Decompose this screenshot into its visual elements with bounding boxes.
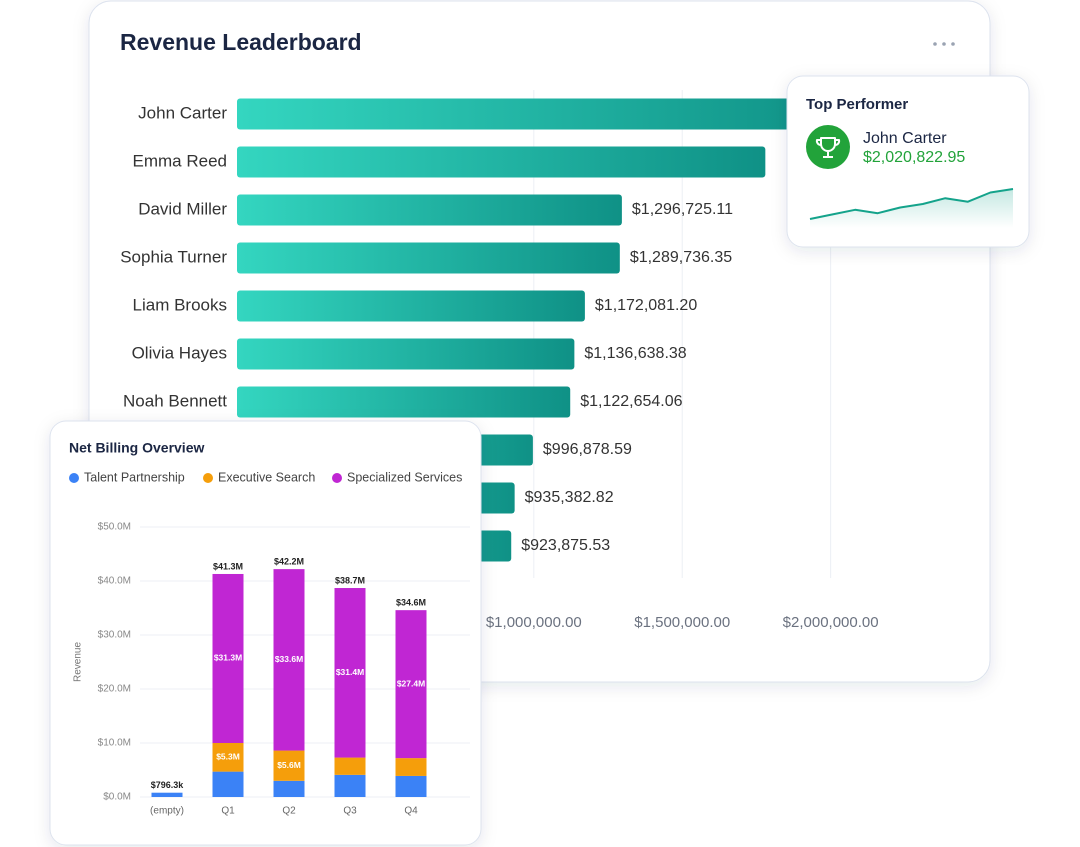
legend-label: Talent Partnership xyxy=(84,470,185,484)
total-label: $38.7M xyxy=(335,575,365,585)
legend-swatch xyxy=(69,473,79,483)
bar xyxy=(237,386,571,418)
bar-segment xyxy=(212,743,244,772)
y-axis-label: Revenue xyxy=(73,642,84,682)
trophy-badge xyxy=(806,125,850,169)
x-tick-label: Q2 xyxy=(282,806,296,817)
x-tick-label: Q1 xyxy=(221,806,235,817)
x-tick-label: $2,000,000.00 xyxy=(783,614,879,631)
bar-segment xyxy=(395,610,427,759)
bar xyxy=(237,242,620,274)
card-title: Revenue Leaderboard xyxy=(120,29,362,55)
bar xyxy=(237,290,585,322)
segment-label: $5.6M xyxy=(277,760,301,770)
legend-swatch xyxy=(203,473,213,483)
total-label: $34.6M xyxy=(396,598,426,608)
bar-segment xyxy=(151,792,183,797)
spark-area xyxy=(810,189,1013,228)
y-tick-label: $40.0M xyxy=(98,576,131,587)
billing-card: Net Billing Overview Revenue Talent Part… xyxy=(49,420,482,846)
segment-label: $33.6M xyxy=(275,654,303,664)
bar-segment xyxy=(334,588,366,758)
value-label: $1,172,081.20 xyxy=(595,297,697,314)
spark-line xyxy=(809,188,1014,220)
y-tick-label: $50.0M xyxy=(98,522,131,533)
value-label: $996,878.59 xyxy=(543,441,632,458)
bar-segment xyxy=(273,750,305,781)
y-tick-label: $30.0M xyxy=(98,630,131,641)
bar-segment xyxy=(395,775,427,797)
performer-name: John Carter xyxy=(863,130,947,147)
category-label: Olivia Hayes xyxy=(132,343,227,362)
category-label: Emma Reed xyxy=(133,151,227,170)
value-label: $1,289,736.35 xyxy=(630,249,732,266)
value-label: $1,296,725.11 xyxy=(632,201,733,218)
legend-label: Specialized Services xyxy=(347,470,462,484)
total-label: $796.3k xyxy=(151,780,185,790)
card-title: Net Billing Overview xyxy=(69,440,204,456)
x-tick-label: $1,000,000.00 xyxy=(486,614,582,631)
bar xyxy=(237,194,622,226)
segment-label: $31.3M xyxy=(214,653,242,663)
card-title: Top Performer xyxy=(806,96,908,113)
segment-label: $31.4M xyxy=(336,667,364,677)
y-tick-label: $10.0M xyxy=(98,738,131,749)
value-label: $1,136,638.38 xyxy=(584,345,686,362)
segment-label: $27.4M xyxy=(397,678,425,688)
value-label: $1,122,654.06 xyxy=(580,393,682,410)
category-label: David Miller xyxy=(138,199,227,218)
bar-segment xyxy=(395,758,427,776)
bar xyxy=(237,146,766,178)
bar-segment xyxy=(334,757,366,775)
bar xyxy=(237,338,575,370)
total-label: $42.2M xyxy=(274,556,304,566)
bar-segment xyxy=(334,774,366,797)
legend-label: Executive Search xyxy=(218,470,315,484)
bar-segment xyxy=(273,569,305,751)
trophy-icon xyxy=(815,137,841,158)
value-label: $935,382.82 xyxy=(525,489,614,506)
x-tick-label: $1,500,000.00 xyxy=(634,614,730,631)
total-label: $41.3M xyxy=(213,561,243,571)
bar xyxy=(237,98,837,130)
top-performer-card: Top Performer John Carter $2,020,822.95 xyxy=(786,75,1030,248)
x-tick-label: (empty) xyxy=(150,806,184,817)
category-label: Liam Brooks xyxy=(133,295,227,314)
value-label: $923,875.53 xyxy=(521,537,610,554)
more-menu[interactable] xyxy=(933,42,955,46)
y-tick-label: $20.0M xyxy=(98,684,131,695)
performer-value: $2,020,822.95 xyxy=(863,149,965,166)
bar-segment xyxy=(212,771,244,797)
x-tick-label: Q4 xyxy=(404,806,418,817)
category-label: Noah Bennett xyxy=(123,391,227,410)
bar-segment xyxy=(212,573,244,743)
category-label: Sophia Turner xyxy=(120,247,227,266)
category-label: John Carter xyxy=(138,103,227,122)
bar-segment xyxy=(273,780,305,797)
x-tick-label: Q3 xyxy=(343,806,357,817)
y-tick-label: $0.0M xyxy=(103,792,131,803)
segment-label: $5.3M xyxy=(216,752,240,762)
legend-swatch xyxy=(332,473,342,483)
